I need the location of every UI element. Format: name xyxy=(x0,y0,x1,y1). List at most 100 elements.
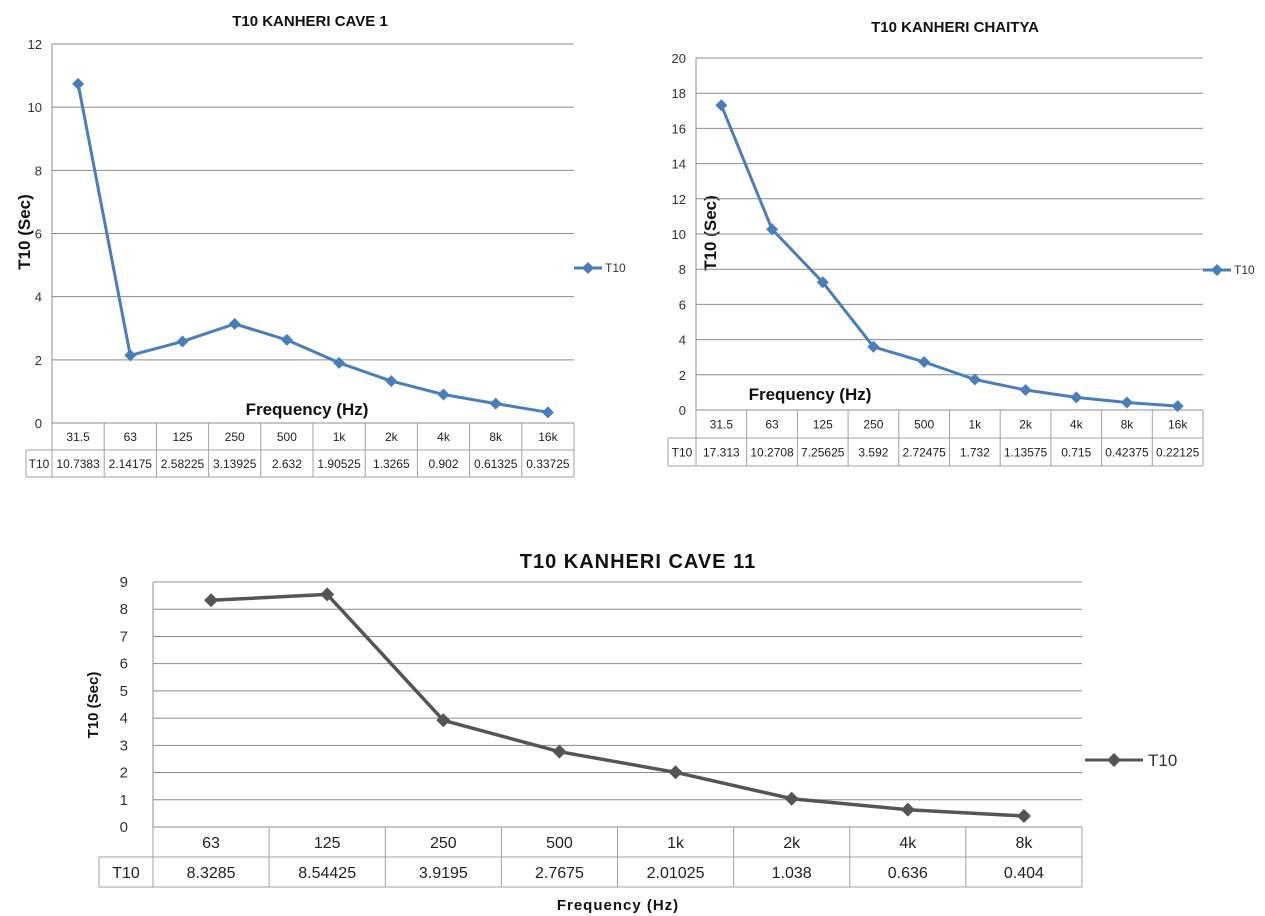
x-tick-label: 8k xyxy=(1121,417,1135,431)
chart-kanheri-chaitya: T10 KANHERI CHAITYA T10 (Sec) Frequency … xyxy=(667,19,1255,467)
table-value: 10.7383 xyxy=(56,457,100,471)
x-tick-label: 31.5 xyxy=(66,430,90,444)
y-tick-label: 14 xyxy=(672,157,686,172)
data-table: T10 63 8.3285 125 8.54425 250 3.9195 500 2.7675 1… xyxy=(98,827,1083,888)
table-value: 0.404 xyxy=(1004,865,1044,882)
data-point xyxy=(436,713,451,728)
table-value: 1.038 xyxy=(772,865,812,882)
y-tick-label: 0 xyxy=(120,819,128,836)
x-tick-label: 63 xyxy=(124,430,138,444)
x-tick-label: 63 xyxy=(765,417,779,431)
data-point xyxy=(766,223,779,236)
chart-kanheri-cave-1: T10 KANHERI CAVE 1 T10 (Sec) Frequency (… xyxy=(15,13,626,478)
x-tick-label: 125 xyxy=(813,417,833,431)
table-value: 0.61325 xyxy=(474,457,518,471)
table-series-label: T10 xyxy=(112,865,140,882)
y-tick-label: 0 xyxy=(35,416,42,431)
data-point xyxy=(385,375,398,388)
data-point xyxy=(900,802,915,817)
table-value: 17.313 xyxy=(703,445,740,459)
x-tick-label: 500 xyxy=(546,835,573,852)
data-point xyxy=(784,791,799,806)
table-value: 3.9195 xyxy=(419,865,468,882)
y-tick-label: 3 xyxy=(120,737,128,754)
x-tick-label: 1k xyxy=(333,430,347,444)
data-point xyxy=(867,340,880,353)
x-tick-label: 16k xyxy=(1168,417,1188,431)
y-tick-label: 6 xyxy=(679,297,686,312)
x-tick-label: 250 xyxy=(225,430,245,444)
y-tick-label: 9 xyxy=(120,574,128,591)
y-tick-label: 10 xyxy=(28,100,42,115)
chart-title: T10 KANHERI CHAITYA xyxy=(871,19,1039,36)
table-series-label: T10 xyxy=(29,457,50,471)
y-tick-label: 10 xyxy=(672,227,686,242)
gridlines xyxy=(51,43,574,424)
y-tick-label: 4 xyxy=(679,333,686,348)
chart-kanheri-cave-11: T10 KANHERI CAVE 11 T10 (Sec) Frequency … xyxy=(85,551,1177,914)
legend: T10 xyxy=(1203,263,1255,277)
series-polyline xyxy=(211,592,1024,818)
y-tick-label: 4 xyxy=(35,290,42,305)
gridlines xyxy=(152,581,1082,828)
data-point xyxy=(816,276,829,289)
y-tick-label: 20 xyxy=(672,51,686,66)
series-line xyxy=(715,99,1184,413)
table-value: 3.592 xyxy=(858,445,888,459)
y-tick-label: 12 xyxy=(28,37,42,52)
data-point xyxy=(1019,384,1032,397)
table-value: 0.33725 xyxy=(526,457,570,471)
y-tick-label: 4 xyxy=(120,710,128,727)
series-line xyxy=(204,587,1031,824)
y-axis-label: T10 (Sec) xyxy=(85,672,102,739)
data-point xyxy=(333,356,346,369)
x-tick-label: 250 xyxy=(430,835,457,852)
x-tick-label: 500 xyxy=(277,430,297,444)
y-tick-label: 1 xyxy=(120,792,128,809)
x-tick-label: 125 xyxy=(314,835,341,852)
data-point xyxy=(176,335,189,348)
x-tick-label: 31.5 xyxy=(710,417,734,431)
data-table: T10 31.5 17.313 63 10.2708 125 7.25625 250 3.592… xyxy=(667,410,1204,467)
data-table: T10 31.5 10.7383 63 2.14175 125 2.58225 250 3.13… xyxy=(25,423,575,478)
table-value: 2.7675 xyxy=(535,865,584,882)
table-value: 1.90525 xyxy=(317,457,361,471)
x-tick-label: 1k xyxy=(969,417,983,431)
chart-title: T10 KANHERI CAVE 1 xyxy=(232,13,388,30)
y-tick-label: 5 xyxy=(120,683,128,700)
data-point xyxy=(124,349,137,362)
y-tick-label: 0 xyxy=(679,403,686,418)
table-value: 0.715 xyxy=(1061,445,1091,459)
y-axis-label: T10 (Sec) xyxy=(701,195,720,271)
data-point xyxy=(552,744,567,759)
legend: T10 xyxy=(1085,751,1177,770)
x-tick-label: 2k xyxy=(1019,417,1033,431)
x-tick-label: 250 xyxy=(863,417,883,431)
x-tick-label: 125 xyxy=(172,430,192,444)
x-tick-label: 16k xyxy=(538,430,558,444)
x-tick-label: 8k xyxy=(489,430,503,444)
x-axis-label: Frequency (Hz) xyxy=(246,400,369,419)
y-tick-label: 8 xyxy=(35,163,42,178)
data-point xyxy=(437,388,450,401)
table-series-label: T10 xyxy=(672,445,693,459)
table-value: 2.72475 xyxy=(902,445,946,459)
table-value: 0.42375 xyxy=(1105,445,1149,459)
legend-label: T10 xyxy=(605,261,626,275)
y-tick-label: 6 xyxy=(35,227,42,242)
table-value: 1.13575 xyxy=(1004,445,1048,459)
legend-marker-icon xyxy=(1211,264,1223,276)
data-point xyxy=(541,406,554,419)
y-tick-label: 16 xyxy=(672,121,686,136)
data-point xyxy=(1016,809,1031,824)
y-tick-labels: 0 2 4 6 8 10 12 14 16 18 20 xyxy=(672,51,686,418)
y-axis-label: T10 (Sec) xyxy=(15,194,34,270)
x-tick-label: 63 xyxy=(202,835,220,852)
table-value: 0.22125 xyxy=(1156,445,1200,459)
data-point xyxy=(489,397,502,410)
x-tick-label: 2k xyxy=(783,835,801,852)
gridlines xyxy=(695,57,1203,411)
y-tick-label: 2 xyxy=(679,368,686,383)
series-polyline xyxy=(76,83,549,414)
